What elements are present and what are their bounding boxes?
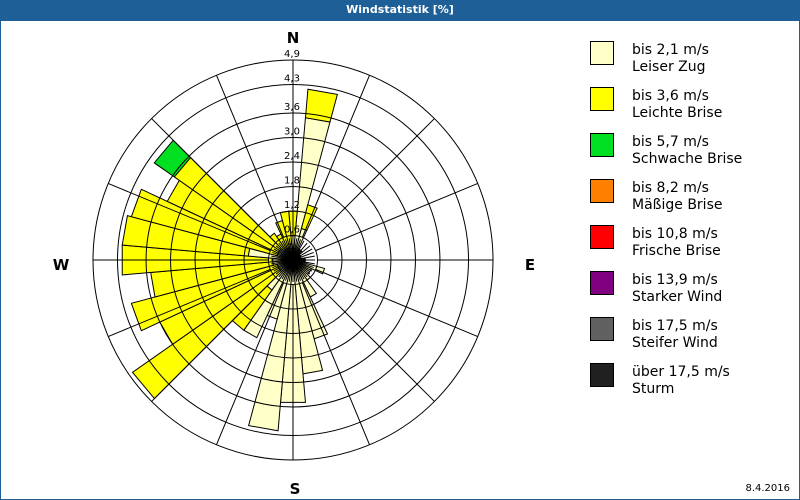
legend-swatch — [590, 87, 614, 111]
hub-radial — [292, 259, 314, 269]
hub-radial — [292, 259, 302, 281]
legend-range: bis 5,7 m/s — [632, 134, 709, 150]
grid-radial — [151, 276, 277, 402]
legend-swatch — [590, 179, 614, 203]
window-title: Windstatistik [%] — [0, 0, 800, 21]
grid-radial — [315, 268, 478, 337]
legend-item-leichte-brise: bis 3,6 m/s Leichte Brise — [590, 87, 795, 133]
radial-tick-label: 0,6 — [284, 225, 300, 236]
legend-name: Sturm — [632, 381, 675, 397]
legend-range: bis 13,9 m/s — [632, 272, 718, 288]
legend-name: Frische Brise — [632, 243, 721, 259]
hub-radial — [292, 255, 315, 261]
legend-name: Leichte Brise — [632, 105, 723, 121]
hub-radial — [292, 259, 308, 278]
legend-range: bis 17,5 m/s — [632, 318, 718, 334]
hub-radial — [292, 259, 315, 265]
compass-south-label: S — [290, 480, 301, 498]
hub-radial — [292, 259, 311, 275]
legend-swatch — [590, 317, 614, 341]
hub-radial — [273, 248, 294, 261]
legend-name: Starker Wind — [632, 289, 723, 305]
hub-radial — [292, 240, 305, 261]
radial-tick-label: 3,6 — [284, 102, 300, 113]
legend-item-frische-brise: bis 10,8 m/s Frische Brise — [590, 225, 795, 271]
hub-radial — [275, 245, 294, 261]
polar-grid — [92, 59, 494, 461]
hub-radial — [278, 242, 294, 261]
wind-sector-segment — [304, 88, 338, 123]
hub-radial — [292, 259, 298, 282]
legend-swatch — [590, 363, 614, 387]
hub-radial — [292, 242, 308, 261]
hub-radial — [292, 251, 314, 261]
grid-radial — [309, 276, 435, 402]
hub-radial — [292, 259, 313, 272]
hub-radial — [281, 240, 294, 261]
hub-radial — [284, 239, 294, 261]
legend-swatch — [590, 225, 614, 249]
legend-item-sturm: über 17,5 m/s Sturm — [590, 363, 795, 409]
hub-radial — [281, 259, 294, 280]
radial-tick-label: 4,3 — [284, 73, 300, 84]
hub-radial — [275, 259, 294, 275]
grid-radial — [309, 118, 435, 244]
radial-tick-labels: 0,6 1,2 1,8 2,4 3,0 3,6 4,3 4,9 — [284, 49, 300, 236]
legend-swatch — [590, 271, 614, 295]
wind-rose-chart: 0,6 1,2 1,8 2,4 3,0 3,6 4,3 4,9 N E S W — [53, 29, 535, 498]
hub-radial — [292, 248, 313, 261]
hub-radial — [292, 245, 311, 261]
legend-name: Schwache Brise — [632, 151, 743, 167]
legend-name: Leiser Zug — [632, 59, 706, 75]
hub-radial — [272, 251, 294, 261]
date-label: 8.4.2016 — [745, 483, 790, 494]
legend-name: Mäßige Brise — [632, 197, 723, 213]
legend-name: Steifer Wind — [632, 335, 718, 351]
hub-radial — [273, 259, 294, 272]
legend-item-maessige-brise: bis 8,2 m/s Mäßige Brise — [590, 179, 795, 225]
grid-radial — [216, 75, 285, 238]
legend-range: über 17,5 m/s — [632, 364, 730, 380]
grid-radial — [108, 183, 271, 252]
hub-radial — [271, 255, 294, 261]
legend-swatch — [590, 133, 614, 157]
grid-radial — [301, 75, 370, 238]
legend: bis 2,1 m/s Leiser Zug bis 3,6 m/s Leichte… — [590, 41, 795, 409]
radial-tick-label: 1,8 — [284, 176, 300, 187]
grid-radial — [151, 118, 277, 244]
grid-radial — [315, 183, 478, 252]
grid-radial — [108, 268, 271, 337]
legend-item-steifer-wind: bis 17,5 m/s Steifer Wind — [590, 317, 795, 363]
legend-range: bis 2,1 m/s — [632, 42, 709, 58]
legend-swatch — [590, 41, 614, 65]
hub-radial — [292, 238, 298, 261]
radial-tick-label: 1,2 — [284, 200, 300, 211]
legend-item-leiser-zug: bis 2,1 m/s Leiser Zug — [590, 41, 795, 87]
hub-radial — [292, 259, 305, 280]
radial-tick-label: 4,9 — [284, 49, 300, 60]
hub-radial — [288, 259, 294, 282]
legend-range: bis 3,6 m/s — [632, 88, 709, 104]
grid-radial — [216, 282, 285, 445]
legend-range: bis 10,8 m/s — [632, 226, 718, 242]
hub-radial — [278, 259, 294, 278]
hub-radial — [271, 259, 294, 265]
legend-item-starker-wind: bis 13,9 m/s Starker Wind — [590, 271, 795, 317]
hub-radial — [272, 259, 294, 269]
compass-west-label: W — [53, 256, 70, 274]
compass-east-label: E — [525, 256, 535, 274]
wind-sector-segment — [121, 215, 251, 257]
radial-tick-label: 3,0 — [284, 127, 300, 138]
legend-range: bis 8,2 m/s — [632, 180, 709, 196]
legend-item-schwache-brise: bis 5,7 m/s Schwache Brise — [590, 133, 795, 179]
grid-radial — [301, 282, 370, 445]
compass-north-label: N — [287, 29, 300, 47]
radial-tick-label: 2,4 — [284, 151, 300, 162]
hub-radial — [288, 238, 294, 261]
hub-radial — [284, 259, 294, 281]
hub-radial — [292, 239, 302, 261]
